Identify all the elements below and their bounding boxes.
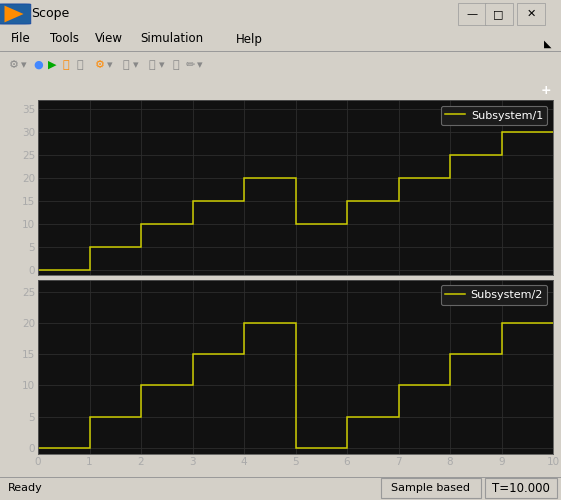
FancyBboxPatch shape [0, 4, 31, 24]
Text: Simulation: Simulation [140, 32, 204, 46]
Text: Sample based: Sample based [392, 483, 471, 493]
Text: File: File [11, 32, 31, 46]
Text: ✕: ✕ [527, 9, 536, 19]
Text: ●: ● [33, 60, 43, 70]
Text: ▾: ▾ [159, 60, 165, 70]
Text: 🔍: 🔍 [123, 60, 130, 70]
FancyBboxPatch shape [458, 3, 486, 25]
Text: T=10.000: T=10.000 [492, 482, 550, 494]
FancyBboxPatch shape [517, 3, 545, 25]
Text: Ready: Ready [8, 483, 43, 493]
Text: ⏹: ⏹ [77, 60, 84, 70]
Text: ⚙: ⚙ [95, 60, 105, 70]
Text: View: View [95, 32, 123, 46]
Text: ⬜: ⬜ [149, 60, 155, 70]
Text: ▾: ▾ [133, 60, 139, 70]
Legend: Subsystem/2: Subsystem/2 [440, 285, 548, 304]
FancyBboxPatch shape [485, 3, 513, 25]
Text: Scope: Scope [31, 8, 69, 20]
Text: ⏭: ⏭ [63, 60, 70, 70]
Text: Help: Help [236, 32, 263, 46]
Text: ◣: ◣ [544, 38, 551, 48]
Bar [485, 478, 557, 498]
Text: +: + [541, 84, 551, 96]
Text: ▾: ▾ [107, 60, 113, 70]
Legend: Subsystem/1: Subsystem/1 [441, 106, 548, 125]
Text: ✏: ✏ [185, 60, 195, 70]
Text: ▶: ▶ [48, 60, 56, 70]
Text: —: — [466, 9, 477, 19]
Text: ⚙: ⚙ [9, 60, 19, 70]
Text: □: □ [494, 9, 504, 19]
Bar [381, 478, 481, 498]
Text: 🔬: 🔬 [173, 60, 180, 70]
Polygon shape [4, 6, 24, 22]
Text: ▾: ▾ [197, 60, 203, 70]
Text: ▾: ▾ [21, 60, 27, 70]
Text: Tools: Tools [50, 32, 80, 46]
